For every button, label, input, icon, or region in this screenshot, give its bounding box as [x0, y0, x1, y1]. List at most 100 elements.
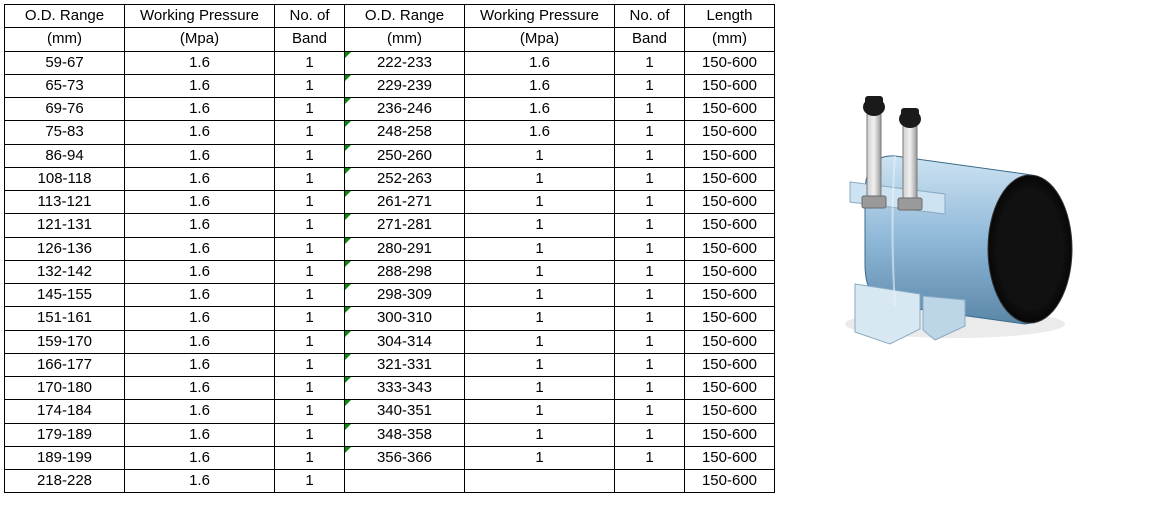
hdr-nb1-b: Band: [275, 28, 345, 51]
cell-wp1: 1.6: [125, 260, 275, 283]
cell-nb2: 1: [615, 260, 685, 283]
cell-od2: 222-233: [345, 51, 465, 74]
cell-nb1: 1: [275, 74, 345, 97]
cell-wp2: 1: [465, 423, 615, 446]
cell-len: 150-600: [685, 260, 775, 283]
cell-nb2: 1: [615, 214, 685, 237]
table-row: 69-761.61236-2461.61150-600: [5, 98, 775, 121]
cell-wp2: 1: [465, 330, 615, 353]
hdr-wp1-a: Working Pressure: [125, 5, 275, 28]
cell-wp1: 1.6: [125, 98, 275, 121]
cell-od1: 145-155: [5, 284, 125, 307]
hdr-od2-b: (mm): [345, 28, 465, 51]
cell-len: 150-600: [685, 470, 775, 493]
cell-nb2: 1: [615, 330, 685, 353]
cell-nb2: 1: [615, 191, 685, 214]
hdr-od1-b: (mm): [5, 28, 125, 51]
cell-od1: 189-199: [5, 446, 125, 469]
table-row: 179-1891.61348-35811150-600: [5, 423, 775, 446]
cell-wp2: 1: [465, 260, 615, 283]
cell-wp2: 1.6: [465, 98, 615, 121]
table-row: 108-1181.61252-26311150-600: [5, 167, 775, 190]
cell-len: 150-600: [685, 446, 775, 469]
cell-nb1: 1: [275, 307, 345, 330]
table-row: 170-1801.61333-34311150-600: [5, 377, 775, 400]
table-row: 126-1361.61280-29111150-600: [5, 237, 775, 260]
cell-od2: 261-271: [345, 191, 465, 214]
cell-len: 150-600: [685, 400, 775, 423]
cell-nb1: 1: [275, 284, 345, 307]
cell-wp1: 1.6: [125, 144, 275, 167]
cell-od1: 65-73: [5, 74, 125, 97]
header-row-1: O.D. Range Working Pressure No. of O.D. …: [5, 5, 775, 28]
table-row: 113-1211.61261-27111150-600: [5, 191, 775, 214]
cell-wp2: 1: [465, 446, 615, 469]
cell-nb2: 1: [615, 446, 685, 469]
table-row: 86-941.61250-26011150-600: [5, 144, 775, 167]
cell-nb2: 1: [615, 167, 685, 190]
cell-nb1: 1: [275, 423, 345, 446]
table-row: 218-2281.61150-600: [5, 470, 775, 493]
cell-len: 150-600: [685, 51, 775, 74]
cell-wp1: 1.6: [125, 307, 275, 330]
table-row: 145-1551.61298-30911150-600: [5, 284, 775, 307]
cell-wp2: 1: [465, 237, 615, 260]
cell-nb2: 1: [615, 284, 685, 307]
table-row: 159-1701.61304-31411150-600: [5, 330, 775, 353]
cell-od2: 298-309: [345, 284, 465, 307]
cell-nb1: 1: [275, 191, 345, 214]
cell-len: 150-600: [685, 284, 775, 307]
cell-od2: 229-239: [345, 74, 465, 97]
cell-od1: 126-136: [5, 237, 125, 260]
cell-od1: 108-118: [5, 167, 125, 190]
cell-wp2: 1: [465, 191, 615, 214]
cell-nb1: 1: [275, 353, 345, 376]
cell-nb2: [615, 470, 685, 493]
product-image: [795, 4, 1095, 354]
cell-len: 150-600: [685, 237, 775, 260]
cell-nb1: 1: [275, 237, 345, 260]
cell-len: 150-600: [685, 121, 775, 144]
cell-od2: 252-263: [345, 167, 465, 190]
cell-wp1: 1.6: [125, 330, 275, 353]
table-row: 189-1991.61356-36611150-600: [5, 446, 775, 469]
cell-wp1: 1.6: [125, 353, 275, 376]
cell-nb1: 1: [275, 470, 345, 493]
cell-wp2: 1: [465, 400, 615, 423]
spec-table: O.D. Range Working Pressure No. of O.D. …: [4, 4, 775, 493]
cell-wp2: 1: [465, 377, 615, 400]
cell-nb1: 1: [275, 400, 345, 423]
hdr-nb2-a: No. of: [615, 5, 685, 28]
cell-wp2: 1: [465, 167, 615, 190]
cell-od2: 288-298: [345, 260, 465, 283]
cell-wp1: 1.6: [125, 423, 275, 446]
cell-od2: 304-314: [345, 330, 465, 353]
cell-nb2: 1: [615, 51, 685, 74]
cell-len: 150-600: [685, 307, 775, 330]
cell-nb2: 1: [615, 353, 685, 376]
cell-od1: 151-161: [5, 307, 125, 330]
cell-len: 150-600: [685, 98, 775, 121]
cell-nb1: 1: [275, 330, 345, 353]
cell-nb1: 1: [275, 51, 345, 74]
cell-wp1: 1.6: [125, 51, 275, 74]
cell-od1: 86-94: [5, 144, 125, 167]
cell-wp2: 1: [465, 353, 615, 376]
hdr-od2-a: O.D. Range: [345, 5, 465, 28]
cell-od1: 132-142: [5, 260, 125, 283]
cell-len: 150-600: [685, 74, 775, 97]
cell-nb2: 1: [615, 74, 685, 97]
cell-nb1: 1: [275, 260, 345, 283]
cell-od2: 348-358: [345, 423, 465, 446]
cell-len: 150-600: [685, 167, 775, 190]
table-row: 166-1771.61321-33111150-600: [5, 353, 775, 376]
cell-wp1: 1.6: [125, 121, 275, 144]
cell-od1: 75-83: [5, 121, 125, 144]
cell-wp2: [465, 470, 615, 493]
cell-len: 150-600: [685, 191, 775, 214]
table-row: 59-671.61222-2331.61150-600: [5, 51, 775, 74]
cell-wp2: 1.6: [465, 74, 615, 97]
cell-wp1: 1.6: [125, 377, 275, 400]
hdr-wp1-b: (Mpa): [125, 28, 275, 51]
cell-od2: 280-291: [345, 237, 465, 260]
